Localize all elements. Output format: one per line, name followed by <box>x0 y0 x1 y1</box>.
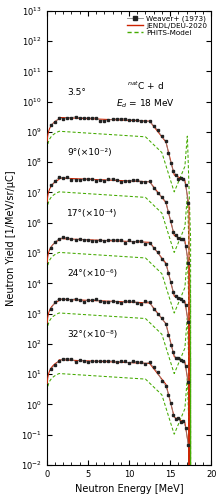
Y-axis label: Neutron Yield [1/MeV/sr/μC]: Neutron Yield [1/MeV/sr/μC] <box>6 170 16 306</box>
Text: $E_d$ = 18 MeV: $E_d$ = 18 MeV <box>116 98 175 110</box>
Text: 32°(×10⁻⁸): 32°(×10⁻⁸) <box>67 330 118 339</box>
Legend: Weaver+ (1973), JENDL/DEU-2020, PHITS-Model: Weaver+ (1973), JENDL/DEU-2020, PHITS-Mo… <box>126 14 208 36</box>
Text: 3.5°: 3.5° <box>67 88 86 97</box>
Text: 9°(×10⁻²): 9°(×10⁻²) <box>67 148 112 158</box>
Text: 17°(×10⁻⁴): 17°(×10⁻⁴) <box>67 209 118 218</box>
X-axis label: Neutron Energy [MeV]: Neutron Energy [MeV] <box>75 484 183 494</box>
Text: 24°(×10⁻⁶): 24°(×10⁻⁶) <box>67 270 117 278</box>
Text: $^{nat}$C + d: $^{nat}$C + d <box>127 80 164 92</box>
